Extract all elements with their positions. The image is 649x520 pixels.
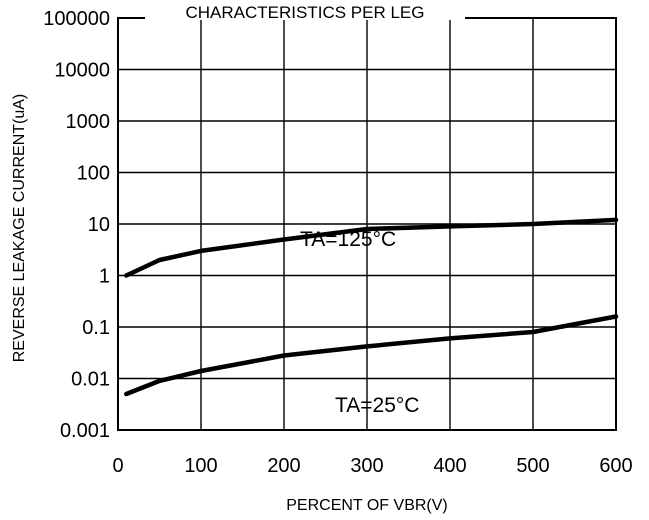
y-tick-label: 100 (77, 163, 110, 185)
y-tick-labels: 100000 10000 1000 100 10 1 0.1 0.01 0.001 (43, 8, 110, 442)
series-label-0: TA=125°C (300, 228, 396, 251)
y-tick-label: 10000 (54, 60, 110, 82)
series-annotations: TA=125°C TA=25°C (300, 228, 419, 417)
x-tick-label: 400 (433, 455, 466, 477)
x-tick-label: 300 (350, 455, 383, 477)
x-axis-label: PERCENT OF VBR(V) (286, 497, 448, 514)
series-line-1 (124, 314, 619, 397)
y-tick-label: 0.01 (71, 369, 110, 391)
series-lines (124, 217, 619, 397)
x-tick-label: 200 (267, 455, 300, 477)
x-tick-label: 0 (112, 455, 123, 477)
y-tick-label: 1000 (66, 111, 111, 133)
chart-title: CHARACTERISTICS PER LEG (186, 3, 425, 22)
x-tick-label: 600 (599, 455, 632, 477)
series-line-0 (124, 217, 619, 278)
x-tick-label: 100 (184, 455, 217, 477)
title-background (145, 0, 465, 20)
y-axis-label: REVERSE LEAKAGE CURRENT(uA) (11, 94, 28, 363)
y-tick-label: 100000 (43, 8, 110, 30)
x-tick-labels: 0 100 200 300 400 500 600 (112, 455, 632, 477)
series-label-1: TA=25°C (335, 394, 419, 417)
y-tick-label: 0.1 (82, 317, 110, 339)
y-tick-label: 10 (88, 214, 110, 236)
x-tick-label: 500 (516, 455, 549, 477)
y-tick-label: 0.001 (60, 420, 110, 442)
y-tick-label: 1 (99, 266, 110, 288)
